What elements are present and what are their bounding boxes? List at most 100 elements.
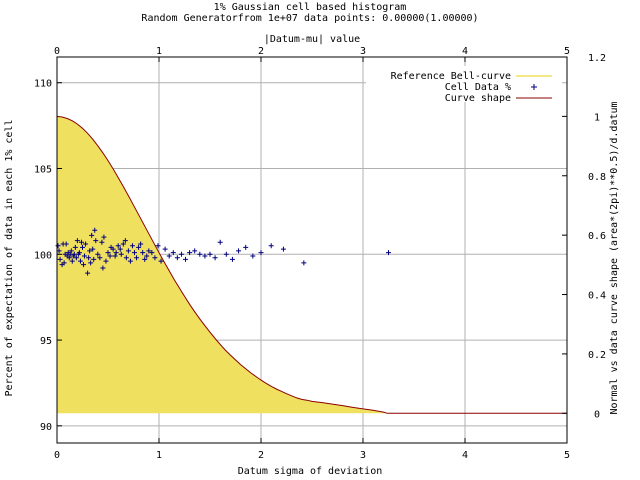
cell-data-point bbox=[63, 241, 69, 247]
x2-tick-label: 4 bbox=[462, 46, 468, 57]
x-tick-label: 3 bbox=[360, 450, 366, 461]
legend-label-reference: Reference Bell-curve bbox=[391, 71, 511, 82]
cell-data-point bbox=[85, 270, 91, 276]
x-tick-label: 2 bbox=[258, 450, 264, 461]
cell-data-point bbox=[258, 250, 264, 256]
x2-tick-label: 2 bbox=[258, 46, 264, 57]
y-tick-label: 90 bbox=[40, 422, 52, 433]
cell-data-point bbox=[82, 253, 88, 259]
cell-data-point bbox=[80, 244, 85, 250]
cell-data-point bbox=[202, 253, 208, 259]
cell-data-point bbox=[162, 246, 168, 252]
cell-data-point bbox=[144, 253, 150, 259]
cell-data-point bbox=[243, 244, 249, 250]
reference-bell-fill bbox=[57, 116, 567, 414]
cell-data-point bbox=[212, 255, 218, 261]
cell-data-point bbox=[217, 239, 223, 245]
y-tick-label: 105 bbox=[34, 165, 52, 176]
cell-data-point bbox=[92, 227, 98, 233]
cell-data-point bbox=[236, 248, 242, 254]
cell-data-point bbox=[88, 260, 94, 266]
cell-data-point bbox=[101, 234, 107, 240]
cell-data-point bbox=[158, 258, 164, 264]
cell-data-point bbox=[91, 256, 97, 262]
cell-data-point bbox=[118, 251, 124, 257]
cell-data-point bbox=[192, 248, 198, 254]
cell-data-point bbox=[57, 256, 63, 262]
cell-data-point bbox=[73, 255, 79, 261]
cell-data-point bbox=[90, 246, 96, 252]
cell-data-point bbox=[68, 248, 74, 254]
cell-data-point bbox=[123, 255, 129, 261]
chart-title: 1% Gaussian cell based histogram bbox=[214, 2, 407, 13]
cell-data-point bbox=[100, 265, 106, 271]
cell-data-point bbox=[66, 255, 72, 261]
cell-data-point bbox=[134, 255, 140, 261]
x2-axis-label: |Datum-mu| value bbox=[264, 34, 360, 45]
x-tick-label: 5 bbox=[564, 450, 570, 461]
cell-data-point bbox=[155, 243, 161, 249]
cell-data-points bbox=[55, 227, 391, 276]
cell-data-point bbox=[138, 241, 144, 247]
cell-data-point bbox=[81, 262, 87, 268]
cell-data-point bbox=[229, 256, 235, 262]
cell-data-point bbox=[149, 250, 155, 256]
cell-data-point bbox=[77, 258, 83, 264]
axis-ticks: 0 0 1 1 2 2 3 3 4 4 5 5 90 95 100 105 110 0 0.2 0.4 0.6 0.8 1 1… bbox=[34, 46, 606, 461]
cell-data-point bbox=[129, 243, 135, 249]
cell-data-point bbox=[107, 253, 113, 259]
cell-data-point bbox=[55, 243, 61, 249]
cell-data-point bbox=[268, 243, 274, 249]
cell-data-point bbox=[97, 255, 103, 261]
y-tick-label: 95 bbox=[40, 336, 52, 347]
cell-data-point bbox=[207, 251, 213, 257]
cell-data-point bbox=[136, 244, 142, 250]
y2-tick-label: 0 bbox=[594, 409, 600, 420]
y2-tick-label: 0.4 bbox=[588, 291, 606, 302]
y2-tick-label: 0.2 bbox=[588, 350, 606, 361]
cell-data-point bbox=[115, 243, 121, 249]
y2-tick-label: 0.6 bbox=[588, 231, 606, 242]
cell-data-point bbox=[142, 256, 148, 262]
cell-data-point bbox=[103, 258, 109, 264]
cell-data-point bbox=[125, 248, 131, 254]
cell-data-point bbox=[146, 248, 152, 254]
cell-data-point bbox=[76, 250, 82, 256]
cell-data-point bbox=[280, 246, 286, 252]
cell-data-point bbox=[183, 256, 189, 262]
cell-data-point bbox=[132, 250, 138, 256]
curve-shape-line bbox=[56, 115, 567, 414]
cell-data-point bbox=[86, 255, 92, 261]
x2-tick-label: 1 bbox=[156, 46, 162, 57]
y-axis-label: Percent of expectation of data in each 1… bbox=[4, 120, 15, 397]
cell-data-point bbox=[113, 250, 119, 256]
cell-data-point bbox=[178, 251, 184, 257]
cell-data-point bbox=[250, 253, 256, 259]
cell-data-point bbox=[301, 260, 307, 266]
curve-shape-path bbox=[56, 115, 567, 414]
cell-data-point bbox=[127, 258, 133, 264]
cell-data-point bbox=[69, 258, 75, 264]
y2-axis-label: Normal vs data curve shape (area*(2pi)**… bbox=[609, 101, 620, 414]
cell-data-point bbox=[93, 238, 99, 244]
y2-tick-label: 0.8 bbox=[588, 172, 606, 183]
legend-label-curve-shape: Curve shape bbox=[445, 93, 511, 104]
legend: Reference Bell-curve Cell Data % Curve s… bbox=[366, 66, 562, 104]
cell-data-point bbox=[197, 251, 203, 257]
cell-data-point bbox=[99, 239, 105, 245]
y2-tick-label: 1.2 bbox=[588, 53, 606, 64]
x-tick-label: 0 bbox=[54, 450, 60, 461]
x2-tick-label: 5 bbox=[564, 46, 570, 57]
y2-tick-label: 1 bbox=[594, 112, 600, 123]
x-axis-label: Datum sigma of deviation bbox=[238, 466, 383, 477]
legend-marker-cell-data bbox=[531, 84, 537, 90]
cell-data-point bbox=[166, 253, 172, 259]
legend-box-mask bbox=[366, 66, 562, 102]
cell-data-point bbox=[112, 253, 118, 259]
cell-data-point bbox=[174, 255, 180, 261]
cell-data-point bbox=[187, 250, 193, 256]
plot-frame bbox=[56, 56, 568, 444]
reference-bell-area bbox=[57, 116, 567, 414]
cell-data-point bbox=[117, 246, 123, 252]
